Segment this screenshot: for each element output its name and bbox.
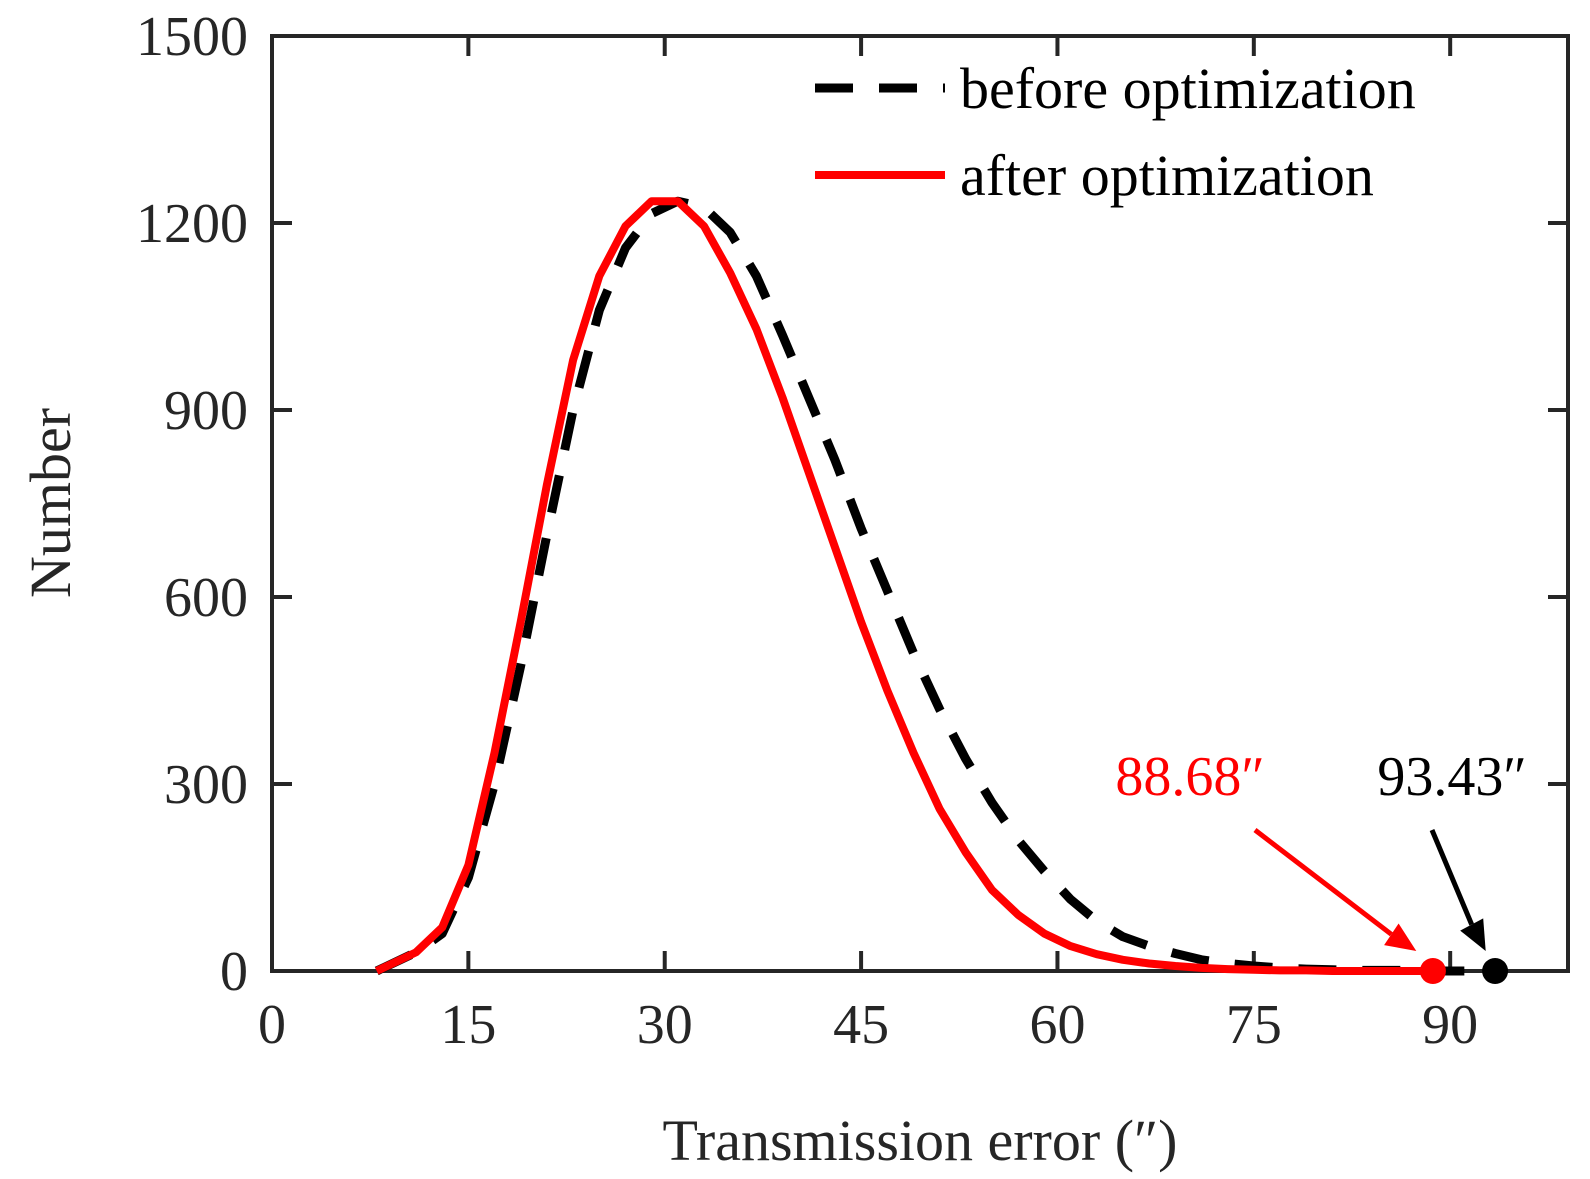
annotation-arrow-before bbox=[1429, 829, 1474, 926]
x-tick-label: 75 bbox=[1226, 994, 1282, 1056]
annotation-arrowhead-before bbox=[1460, 918, 1486, 951]
annotation-arrow-after bbox=[1253, 828, 1393, 937]
y-tick-label: 1200 bbox=[136, 193, 248, 255]
series-line-after-optimization bbox=[374, 197, 1433, 975]
y-axis-title: Number bbox=[18, 408, 83, 598]
y-tick-label: 300 bbox=[164, 754, 248, 816]
x-tick-label: 45 bbox=[833, 994, 889, 1056]
y-tick-label: 0 bbox=[220, 941, 248, 1003]
y-tick-label: 600 bbox=[164, 567, 248, 629]
legend: before optimization after optimization bbox=[815, 56, 1416, 208]
x-tick-label: 60 bbox=[1029, 994, 1085, 1056]
annotation-label-before: 93.43″ bbox=[1377, 746, 1526, 808]
plot-frame bbox=[270, 34, 1570, 973]
x-tick-label: 15 bbox=[440, 994, 496, 1056]
series-line-before-optimization bbox=[374, 196, 1496, 976]
legend-label-before: before optimization bbox=[960, 56, 1416, 121]
endpoint-marker-after bbox=[1419, 958, 1446, 984]
annotation-label-after: 88.68″ bbox=[1115, 746, 1264, 808]
annotations: 88.68″ 93.43″ bbox=[1115, 746, 1527, 984]
annotation-arrowhead-after bbox=[1384, 923, 1417, 951]
x-tick-label: 0 bbox=[258, 994, 286, 1056]
series-layer bbox=[374, 196, 1496, 976]
endpoint-marker-before bbox=[1482, 958, 1509, 984]
y-tick-label: 1500 bbox=[136, 6, 248, 68]
x-tick-label: 90 bbox=[1422, 994, 1478, 1056]
x-axis-title: Transmission error (″) bbox=[663, 1108, 1178, 1173]
legend-label-after: after optimization bbox=[960, 143, 1374, 208]
x-tick-label: 30 bbox=[637, 994, 693, 1056]
y-tick-label: 900 bbox=[164, 380, 248, 442]
